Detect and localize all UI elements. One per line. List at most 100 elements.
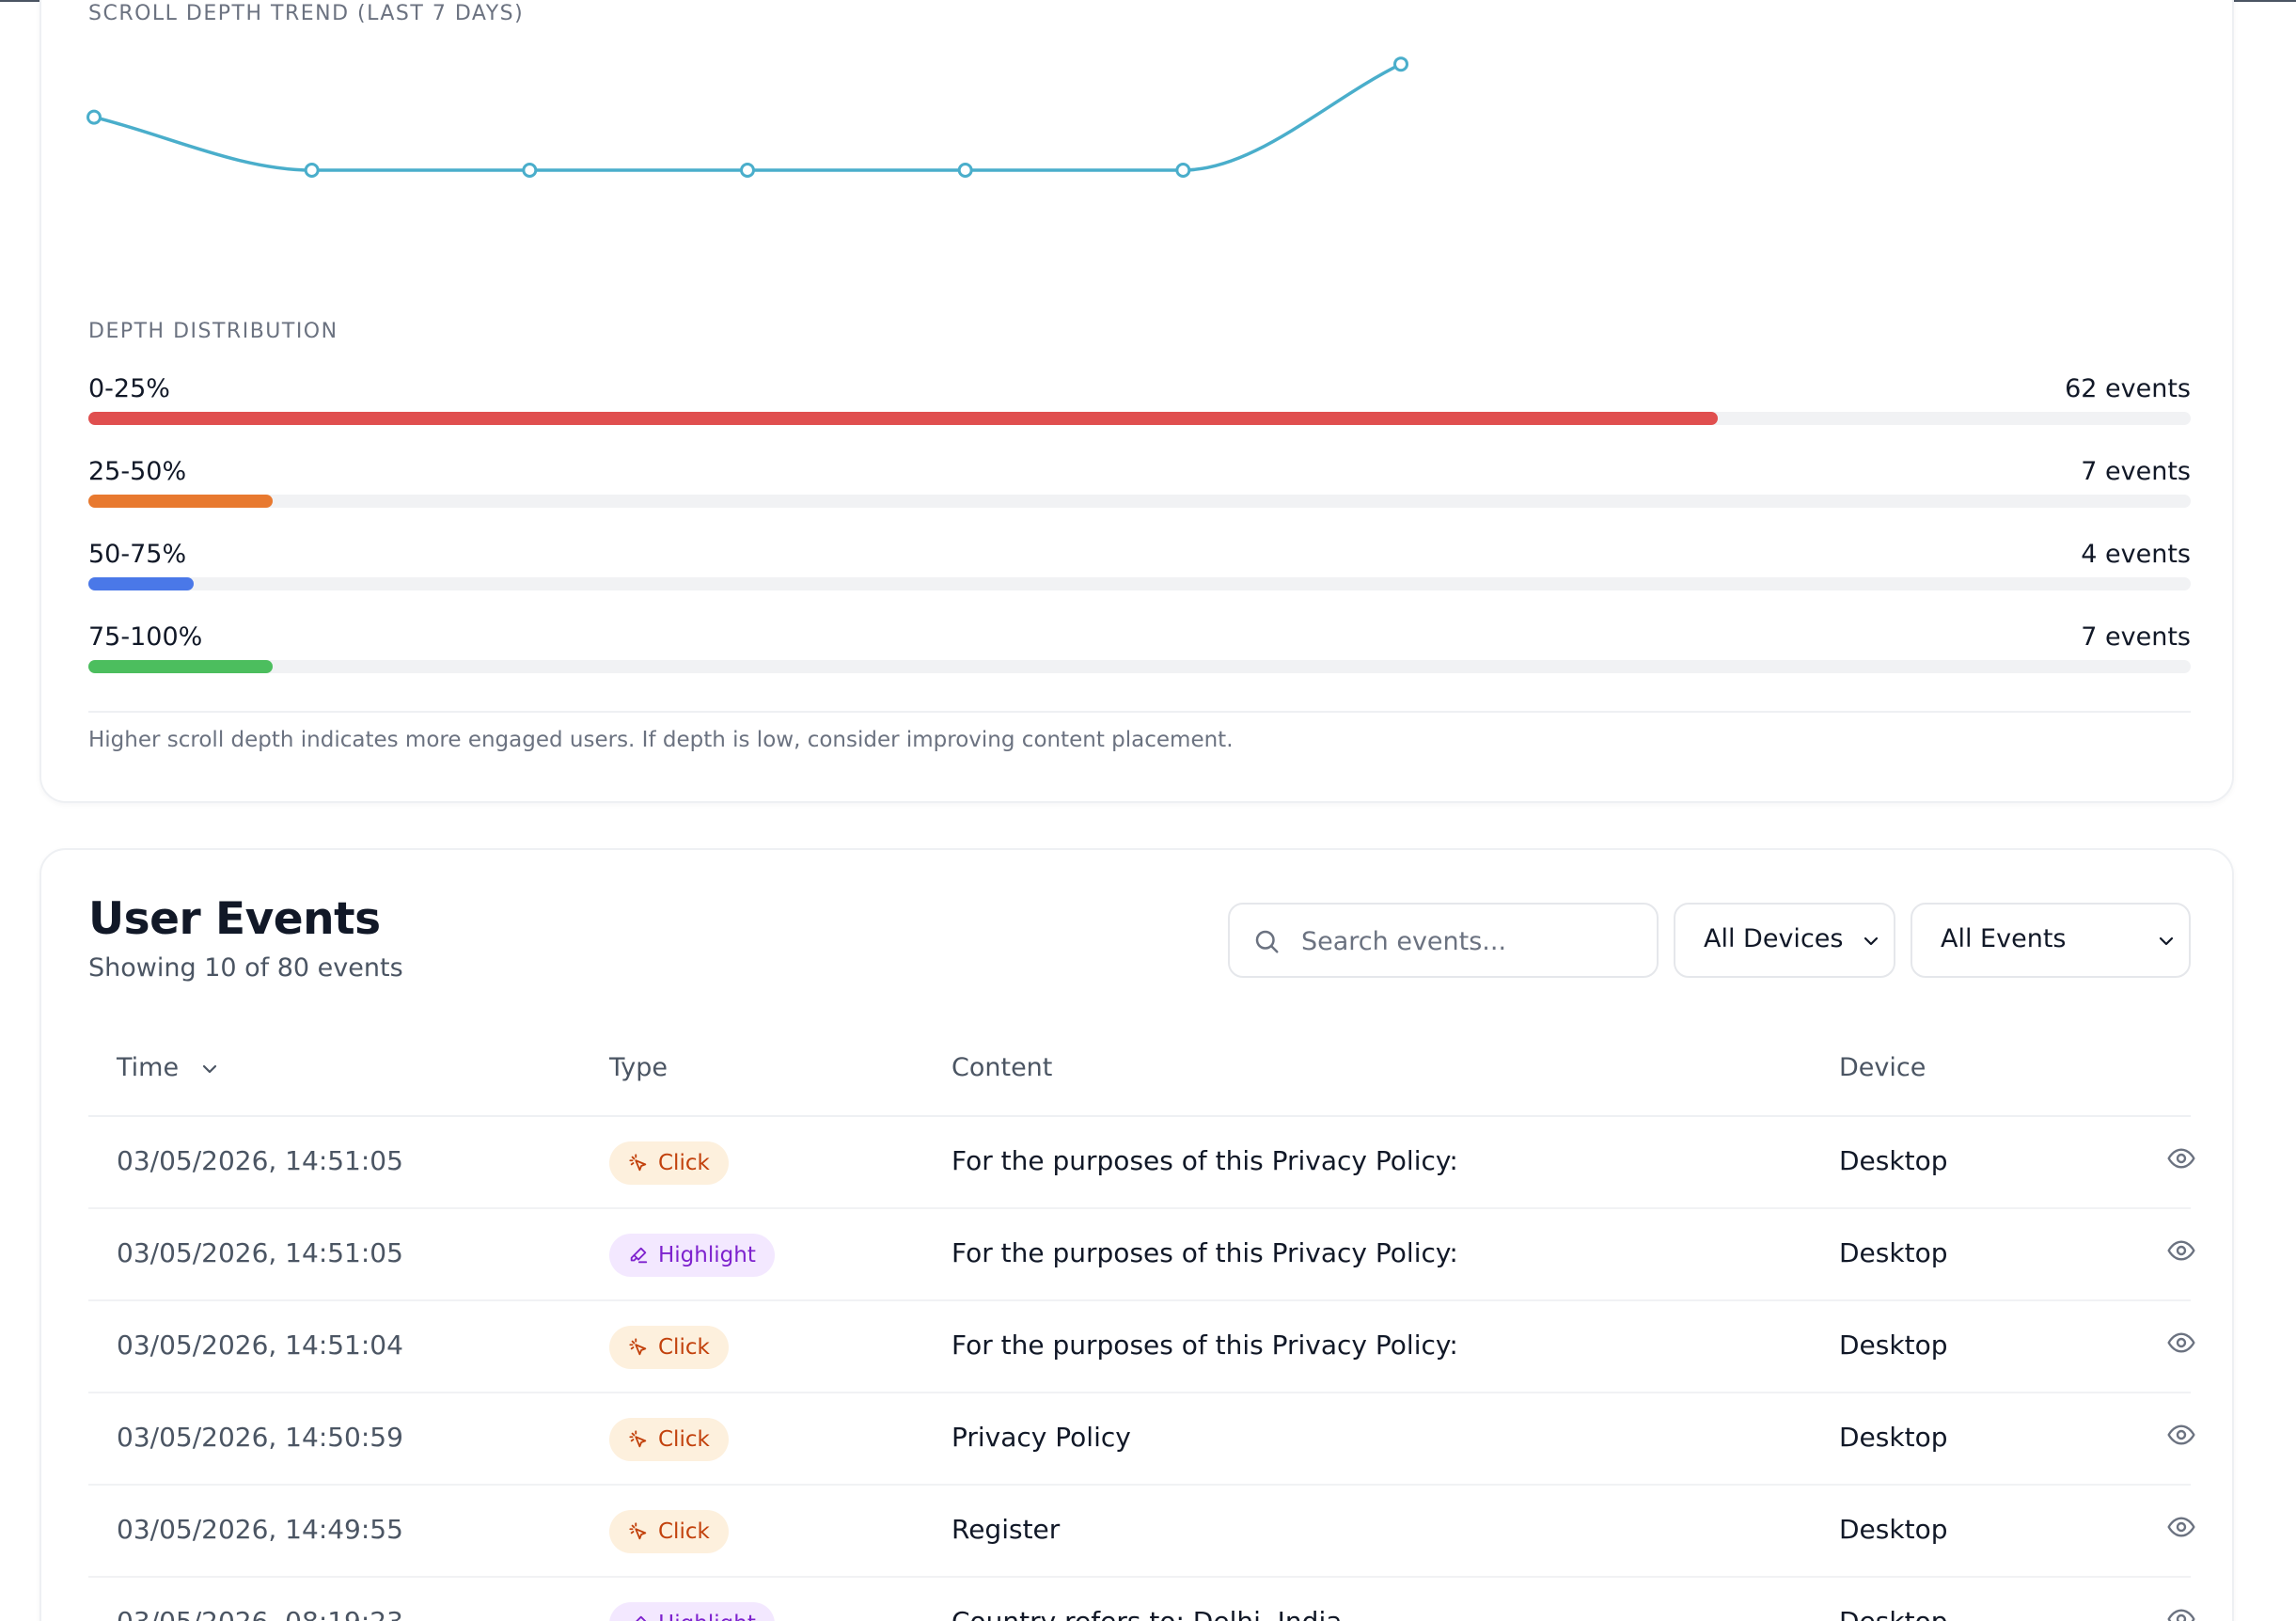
event-time: 03/05/2026, 14:51:04 bbox=[117, 1330, 403, 1361]
distribution-fill bbox=[88, 577, 194, 590]
event-type-label: Click bbox=[658, 1519, 710, 1544]
event-type-label: Highlight bbox=[658, 1612, 756, 1621]
cursor-click-icon bbox=[629, 1338, 647, 1356]
distribution-track bbox=[88, 577, 2191, 590]
trend-point-5[interactable] bbox=[957, 163, 973, 178]
distribution-note: Higher scroll depth indicates more engag… bbox=[88, 728, 1234, 752]
table-row[interactable]: 03/05/2026, 14:51:05 Click For the purpose… bbox=[88, 1117, 2195, 1209]
column-header-type: Type bbox=[609, 1053, 668, 1082]
event-device: Desktop bbox=[1839, 1330, 1948, 1361]
distribution-count: 7 events bbox=[2081, 457, 2191, 486]
event-time: 03/05/2026, 14:51:05 bbox=[117, 1145, 403, 1176]
distribution-track bbox=[88, 660, 2191, 673]
trend-title: SCROLL DEPTH TREND (LAST 7 DAYS) bbox=[88, 2, 525, 25]
trend-series-line bbox=[93, 62, 1402, 172]
distribution-count: 62 events bbox=[2065, 374, 2191, 403]
column-header-label: Time bbox=[117, 1053, 180, 1082]
column-header-device: Device bbox=[1839, 1053, 1926, 1082]
divider bbox=[88, 711, 2191, 713]
event-time: 03/05/2026, 14:50:59 bbox=[117, 1422, 403, 1453]
search-icon bbox=[1255, 930, 1279, 953]
event-type-badge: Click bbox=[609, 1326, 729, 1369]
distribution-label: 25-50% bbox=[88, 457, 187, 486]
distribution-label: 75-100% bbox=[88, 622, 203, 652]
event-content: Privacy Policy bbox=[951, 1422, 1131, 1453]
event-type-badge: Click bbox=[609, 1141, 729, 1185]
distribution-row-50-75: 50-75% 4 events bbox=[88, 540, 2191, 596]
event-type-badge: Click bbox=[609, 1510, 729, 1553]
eye-icon[interactable] bbox=[2166, 1143, 2196, 1173]
distribution-label: 50-75% bbox=[88, 540, 187, 569]
distribution-fill bbox=[88, 495, 273, 508]
eye-icon[interactable] bbox=[2166, 1420, 2196, 1450]
distribution-row-0-25: 0-25% 62 events bbox=[88, 374, 2191, 431]
chevron-down-icon bbox=[2159, 936, 2174, 946]
eye-icon[interactable] bbox=[2166, 1604, 2196, 1621]
event-time: 03/05/2026, 14:51:05 bbox=[117, 1237, 403, 1268]
table-header-divider bbox=[88, 1115, 2191, 1117]
distribution-fill bbox=[88, 412, 1718, 425]
event-device: Desktop bbox=[1839, 1514, 1948, 1545]
table-row[interactable]: 03/05/2026, 14:51:04 Click For the purpose… bbox=[88, 1301, 2195, 1393]
eye-icon[interactable] bbox=[2166, 1512, 2196, 1542]
event-device: Desktop bbox=[1839, 1237, 1948, 1268]
highlighter-icon bbox=[636, 1615, 647, 1621]
trend-point-3[interactable] bbox=[522, 163, 538, 178]
event-content: Register bbox=[951, 1514, 1061, 1545]
event-time: 03/05/2026, 08:19:23 bbox=[117, 1606, 403, 1621]
event-content: For the purposes of this Privacy Policy: bbox=[951, 1330, 1458, 1361]
event-type-badge: Highlight bbox=[609, 1234, 775, 1277]
event-content: Country refers to: Delhi, India bbox=[951, 1606, 1342, 1621]
event-time: 03/05/2026, 14:49:55 bbox=[117, 1514, 403, 1545]
event-device: Desktop bbox=[1839, 1422, 1948, 1453]
table-row[interactable]: 03/05/2026, 14:49:55 Click Register Desktop bbox=[88, 1486, 2195, 1578]
event-content: For the purposes of this Privacy Policy: bbox=[951, 1145, 1458, 1176]
sort-descending-icon bbox=[202, 1064, 217, 1074]
scroll-depth-card: SCROLL DEPTH TREND (LAST 7 DAYS) DEPTH D… bbox=[39, 0, 2234, 803]
table-row[interactable]: 03/05/2026, 08:19:23 Highlight Country ref… bbox=[88, 1578, 2195, 1621]
user-events-card: User Events Showing 10 of 80 events All … bbox=[39, 848, 2234, 1621]
event-type-label: Click bbox=[658, 1335, 710, 1360]
column-header-content: Content bbox=[951, 1053, 1053, 1082]
event-type-label: Click bbox=[658, 1151, 710, 1175]
event-type-label: Click bbox=[658, 1427, 710, 1452]
cursor-click-icon bbox=[629, 1154, 647, 1172]
cursor-click-icon bbox=[629, 1430, 647, 1448]
trend-point-7[interactable] bbox=[1393, 56, 1408, 72]
highlighter-icon bbox=[630, 1247, 648, 1264]
distribution-count: 4 events bbox=[2081, 540, 2191, 569]
distribution-track bbox=[88, 495, 2191, 508]
distribution-row-75-100: 75-100% 7 events bbox=[88, 622, 2191, 679]
distribution-track bbox=[88, 412, 2191, 425]
chevron-down-icon bbox=[1864, 936, 1879, 946]
event-content: For the purposes of this Privacy Policy: bbox=[951, 1237, 1458, 1268]
table-row[interactable]: 03/05/2026, 14:51:05 Highlight For the pur… bbox=[88, 1209, 2195, 1301]
search-box[interactable] bbox=[1228, 903, 1659, 978]
distribution-label: 0-25% bbox=[88, 374, 170, 403]
event-device: Desktop bbox=[1839, 1606, 1947, 1621]
device-filter-select[interactable]: All Devices bbox=[1674, 903, 1895, 978]
eye-icon[interactable] bbox=[2166, 1235, 2196, 1266]
scroll-depth-trend-chart bbox=[86, 56, 1408, 178]
eye-icon[interactable] bbox=[2166, 1328, 2196, 1358]
events-count-subtitle: Showing 10 of 80 events bbox=[88, 953, 403, 983]
trend-point-2[interactable] bbox=[304, 163, 320, 178]
trend-point-6[interactable] bbox=[1175, 163, 1191, 178]
event-filter-value: All Events bbox=[1941, 924, 2067, 953]
event-device: Desktop bbox=[1839, 1145, 1948, 1176]
distribution-count: 7 events bbox=[2081, 622, 2191, 652]
column-header-time[interactable]: Time bbox=[117, 1053, 217, 1082]
event-type-label: Highlight bbox=[658, 1243, 756, 1267]
events-title: User Events bbox=[88, 893, 381, 945]
trend-point-4[interactable] bbox=[740, 163, 755, 178]
event-type-badge: Click bbox=[609, 1418, 729, 1461]
table-row[interactable]: 03/05/2026, 14:50:59 Click Privacy Policy D… bbox=[88, 1393, 2195, 1486]
search-input[interactable] bbox=[1301, 921, 1640, 961]
event-type-filter-select[interactable]: All Events bbox=[1911, 903, 2191, 978]
event-type-badge: Highlight bbox=[609, 1602, 775, 1621]
trend-point-1[interactable] bbox=[86, 109, 102, 125]
distribution-fill bbox=[88, 660, 273, 673]
cursor-click-icon bbox=[629, 1522, 647, 1540]
distribution-title: DEPTH DISTRIBUTION bbox=[88, 320, 338, 343]
distribution-row-25-50: 25-50% 7 events bbox=[88, 457, 2191, 513]
